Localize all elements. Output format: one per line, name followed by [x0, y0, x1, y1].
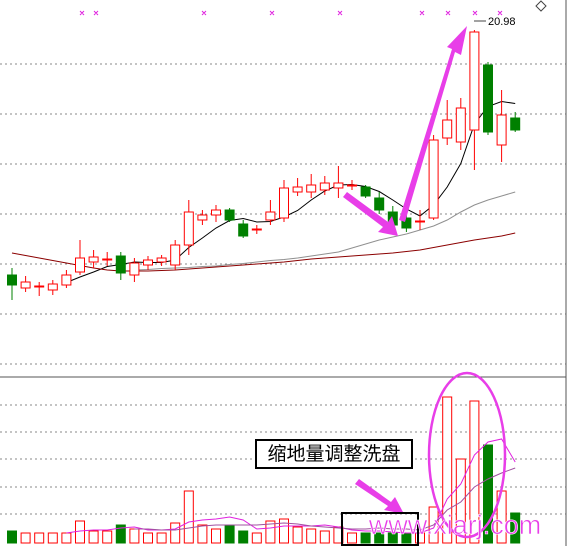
arrow: [355, 479, 404, 514]
volume-bar: [483, 444, 493, 544]
volume-bar: [197, 524, 208, 544]
volume-bar: [75, 520, 85, 544]
candle-body: [75, 257, 85, 273]
candle-body: [347, 184, 357, 187]
line: [134, 467, 516, 531]
candle-body: [319, 182, 330, 191]
candle-body: [279, 187, 289, 219]
candle-body: [7, 274, 17, 286]
top-markers: [79, 10, 503, 16]
volume-bar: [347, 532, 357, 544]
candle-body: [238, 223, 249, 237]
candle-body: [401, 217, 412, 229]
candle-body: [170, 244, 181, 266]
volume-bar: [469, 400, 480, 544]
candle-body: [224, 209, 235, 221]
volume-bar: [442, 396, 453, 544]
candle-body: [102, 258, 113, 261]
candle-body: [455, 107, 466, 143]
note-box: [255, 439, 413, 469]
volume-bar: [7, 530, 17, 544]
line: [66, 100, 516, 283]
candle-body: [251, 228, 262, 231]
volume-bar: [251, 532, 262, 544]
arrow: [399, 26, 467, 222]
volume-bar: [88, 530, 99, 544]
candle-body: [442, 119, 453, 139]
volume-bar: [238, 530, 249, 544]
volume-bar: [306, 528, 317, 544]
volume-bar: [102, 530, 113, 544]
candle-body: [211, 209, 221, 216]
candle-body: [510, 117, 521, 131]
candle-body: [88, 256, 99, 263]
candle-body: [265, 211, 276, 221]
marker: [79, 10, 503, 16]
volume-bar: [61, 532, 72, 544]
volume-bar: [156, 532, 167, 544]
candle-body: [143, 259, 153, 266]
candle-body: [34, 285, 45, 288]
plot: [7, 30, 521, 544]
volume-bar: [170, 522, 181, 544]
candle-body: [415, 220, 425, 223]
volume-bar: [374, 532, 385, 544]
volume-bar: [183, 490, 194, 544]
volume-bar: [292, 526, 303, 544]
annotations: 20.98 缩地量调整洗盘 www.xiarj.com: [255, 16, 542, 546]
candle-body: [20, 281, 31, 289]
high-label: 20.98: [488, 16, 516, 28]
volume-bar: [360, 532, 371, 544]
volume-bar: [265, 520, 276, 544]
candle-body: [129, 262, 140, 276]
volume-bar: [211, 528, 221, 544]
candle-body: [496, 114, 507, 146]
volume-bar: [47, 532, 58, 544]
volume-bar: [20, 532, 31, 544]
volume-bar: [34, 532, 45, 544]
candle-body: [47, 283, 58, 291]
candle-body: [306, 184, 317, 193]
highlight-ellipse: [427, 371, 507, 539]
volume-bar: [129, 528, 140, 544]
volume-bar: [279, 518, 289, 544]
candle-body: [61, 274, 72, 286]
line: [134, 191, 516, 271]
volume-bar: [387, 532, 398, 544]
volume-bar: [143, 532, 153, 544]
candle-body: [156, 257, 167, 263]
arrow: [343, 192, 398, 236]
watermark: www.xiarj.com: [368, 510, 542, 540]
highlight-box: [341, 512, 419, 546]
candle-body: [469, 31, 480, 131]
volume-bar: [319, 530, 330, 544]
candle-body: [483, 64, 493, 133]
candle-body: [360, 186, 371, 197]
candle-body: [183, 211, 194, 246]
candle-body: [374, 197, 385, 211]
volume-bar: [455, 458, 466, 544]
volume-bar: [115, 524, 126, 544]
candle-body: [428, 139, 439, 219]
corner-icon: [535, 0, 547, 12]
candle-body: [333, 182, 344, 189]
volume-bar: [224, 524, 235, 544]
candle-body: [115, 255, 126, 274]
candle-body: [292, 186, 303, 193]
note: 缩地量调整洗盘: [267, 443, 400, 465]
candle-body: [197, 214, 208, 221]
line: [11, 232, 516, 272]
volume-bar: [510, 512, 521, 544]
